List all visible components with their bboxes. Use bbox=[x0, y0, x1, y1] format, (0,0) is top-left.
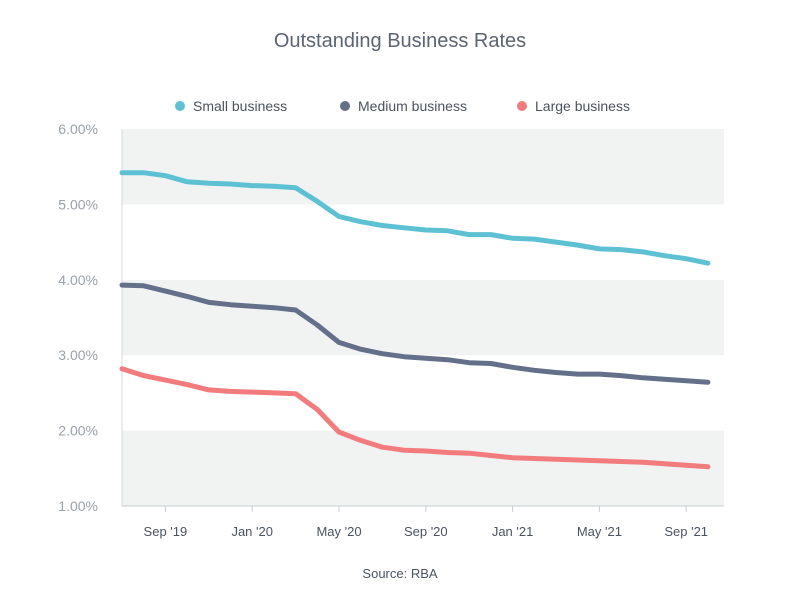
x-tick-label: Jan '20 bbox=[231, 524, 273, 539]
x-tick-label: May '20 bbox=[316, 524, 361, 539]
y-tick-label: 3.00% bbox=[58, 347, 98, 363]
legend-marker bbox=[517, 101, 527, 111]
legend: Small business Medium business Large busin… bbox=[175, 98, 630, 114]
series-line-small-business bbox=[119, 170, 711, 266]
y-tick-label: 4.00% bbox=[58, 272, 98, 288]
chart-title: Outstanding Business Rates bbox=[274, 30, 526, 52]
series-line-large-business bbox=[119, 366, 711, 470]
source-note: Source: RBA bbox=[362, 566, 437, 581]
grid-band bbox=[122, 129, 724, 205]
y-tick-label: 6.00% bbox=[58, 121, 98, 137]
grid-band bbox=[122, 430, 724, 506]
legend-label: Small business bbox=[193, 98, 287, 114]
x-tick-label: Sep '19 bbox=[144, 524, 188, 539]
grid-band bbox=[122, 355, 724, 431]
x-tick-label: May '21 bbox=[577, 524, 622, 539]
series-lines bbox=[119, 170, 711, 470]
axes bbox=[121, 129, 724, 507]
series-line-medium-business bbox=[119, 282, 711, 385]
y-tick-label: 1.00% bbox=[58, 498, 98, 514]
x-tick-label: Sep '20 bbox=[404, 524, 448, 539]
grid-band bbox=[122, 204, 724, 280]
x-tick-label: Sep '21 bbox=[664, 524, 708, 539]
grid-bands bbox=[122, 129, 724, 506]
y-tick-label: 5.00% bbox=[58, 196, 98, 212]
grid-band bbox=[122, 279, 724, 356]
legend-label: Large business bbox=[535, 98, 630, 114]
x-tick-label: Jan '21 bbox=[492, 524, 534, 539]
legend-marker bbox=[340, 101, 350, 111]
legend-label: Medium business bbox=[358, 98, 467, 114]
y-axis-ticks: 1.00% 2.00% 3.00% 4.00% 5.00% 6.00% bbox=[58, 121, 98, 514]
y-tick-label: 2.00% bbox=[58, 423, 98, 439]
legend-marker bbox=[175, 101, 185, 111]
x-axis-ticks: Sep '19 Jan '20 May '20 Sep '20 Jan '21 May '… bbox=[144, 506, 708, 539]
